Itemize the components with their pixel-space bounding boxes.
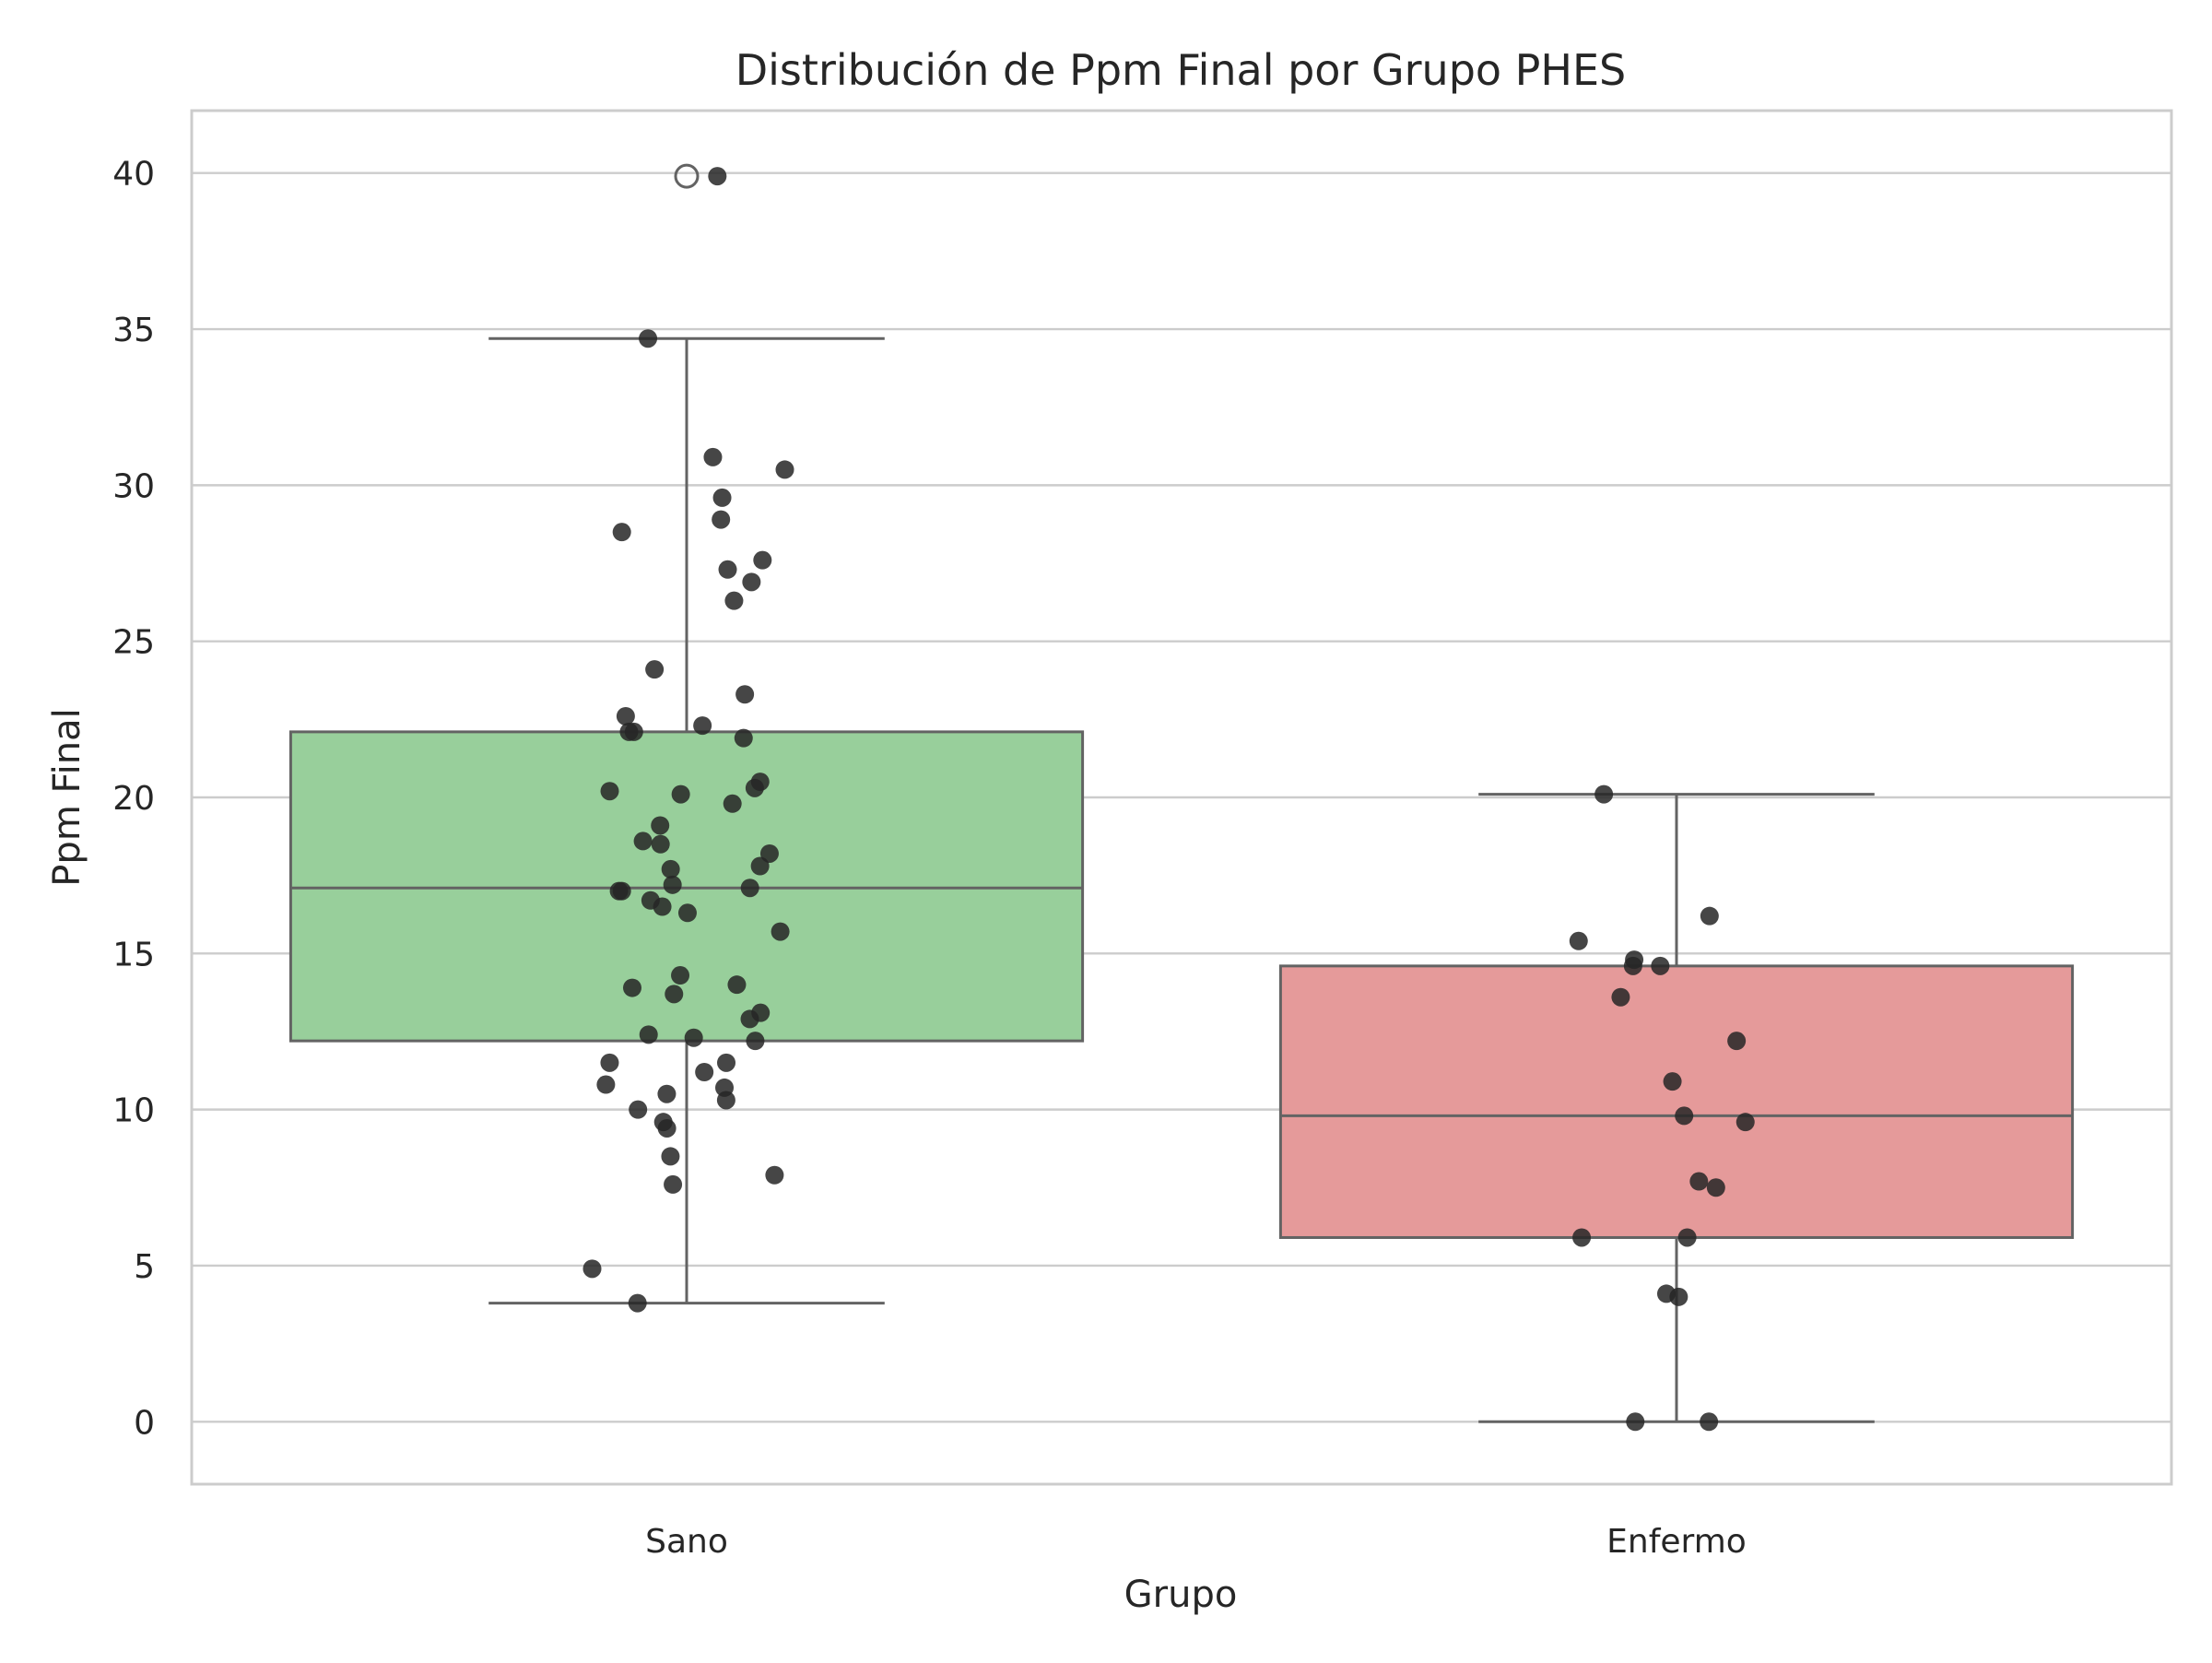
data-point	[664, 1174, 683, 1194]
data-point	[622, 978, 641, 997]
outlier-marker	[674, 163, 700, 189]
data-point	[716, 1091, 735, 1110]
data-point	[753, 550, 772, 570]
x-axis-label: Grupo	[1124, 1574, 1238, 1616]
data-point	[1569, 931, 1588, 950]
y-axis-label: Ppm Final	[46, 708, 88, 886]
data-point	[600, 782, 619, 801]
data-point	[639, 329, 658, 348]
data-point	[600, 1053, 619, 1072]
data-point	[1626, 1412, 1645, 1432]
data-point	[665, 985, 684, 1004]
box-layer	[288, 163, 2075, 1423]
data-point	[645, 660, 665, 679]
data-point	[703, 447, 723, 466]
data-point	[639, 1025, 658, 1044]
point-layer	[582, 167, 1755, 1432]
data-point	[653, 897, 672, 916]
y-tick-label: 10	[112, 1092, 155, 1130]
data-point	[1727, 1032, 1747, 1051]
data-point	[661, 859, 680, 879]
y-tick-label: 25	[112, 624, 155, 662]
data-point	[671, 966, 690, 985]
data-point	[677, 903, 697, 923]
data-point	[712, 510, 731, 529]
data-point	[651, 834, 670, 854]
data-point	[775, 460, 794, 479]
data-point	[1735, 1113, 1755, 1132]
data-point	[742, 572, 761, 592]
data-point	[657, 1084, 677, 1103]
data-point	[629, 1100, 648, 1119]
data-point	[628, 1293, 647, 1313]
data-point	[746, 1032, 765, 1051]
y-tick-label: 40	[112, 156, 155, 194]
data-point	[619, 722, 639, 741]
data-point	[657, 1118, 677, 1138]
data-point	[616, 706, 635, 725]
data-point	[740, 1009, 759, 1029]
data-point	[633, 832, 653, 851]
data-point	[708, 167, 727, 186]
data-point	[740, 879, 759, 898]
data-point	[1651, 956, 1670, 975]
data-point	[1594, 784, 1614, 804]
data-point	[1677, 1228, 1697, 1247]
y-tick-label: 35	[112, 312, 155, 349]
data-point	[735, 685, 755, 704]
data-point	[651, 816, 670, 835]
data-point	[724, 591, 744, 610]
x-tick-label: Enfermo	[1606, 1523, 1747, 1561]
data-point	[684, 1028, 703, 1047]
data-point	[612, 523, 631, 542]
x-tick-label: Sano	[645, 1523, 728, 1561]
data-point	[1675, 1106, 1694, 1126]
data-point	[1700, 906, 1719, 926]
chart-title: Distribución de Ppm Final por Grupo PHES	[735, 45, 1627, 95]
data-point	[596, 1075, 616, 1094]
data-point	[1572, 1228, 1592, 1247]
data-point	[759, 843, 779, 863]
data-point	[723, 794, 742, 813]
data-point	[1669, 1287, 1688, 1306]
y-tick-label: 5	[134, 1248, 155, 1286]
box-iqr	[1278, 964, 2075, 1239]
data-point	[717, 1053, 736, 1072]
data-point	[718, 560, 737, 579]
data-point	[1623, 956, 1642, 975]
data-point	[1611, 987, 1630, 1007]
data-point	[727, 975, 747, 995]
data-point	[1706, 1178, 1725, 1197]
data-point	[695, 1063, 714, 1081]
data-point	[663, 875, 682, 894]
data-point	[609, 881, 629, 901]
data-point	[750, 856, 770, 876]
plot-frame	[190, 109, 2173, 1486]
data-point	[745, 778, 764, 797]
y-tick-label: 20	[112, 780, 155, 818]
data-point	[1700, 1412, 1719, 1432]
axis-layer: 0 5 10 15 20 25 30 35 40 Sano Enfermo	[112, 109, 2173, 1561]
data-point	[771, 922, 790, 941]
data-point	[661, 1147, 680, 1166]
data-point	[1663, 1072, 1682, 1091]
data-point	[693, 716, 712, 736]
data-point	[582, 1259, 602, 1279]
data-point	[734, 728, 753, 748]
data-point	[765, 1165, 784, 1185]
data-point	[1689, 1172, 1709, 1191]
data-point	[712, 488, 732, 507]
data-point	[671, 784, 690, 804]
y-tick-label: 15	[112, 936, 155, 973]
box-iqr	[288, 730, 1085, 1043]
y-tick-label: 30	[112, 467, 155, 505]
y-tick-label: 0	[134, 1404, 155, 1442]
